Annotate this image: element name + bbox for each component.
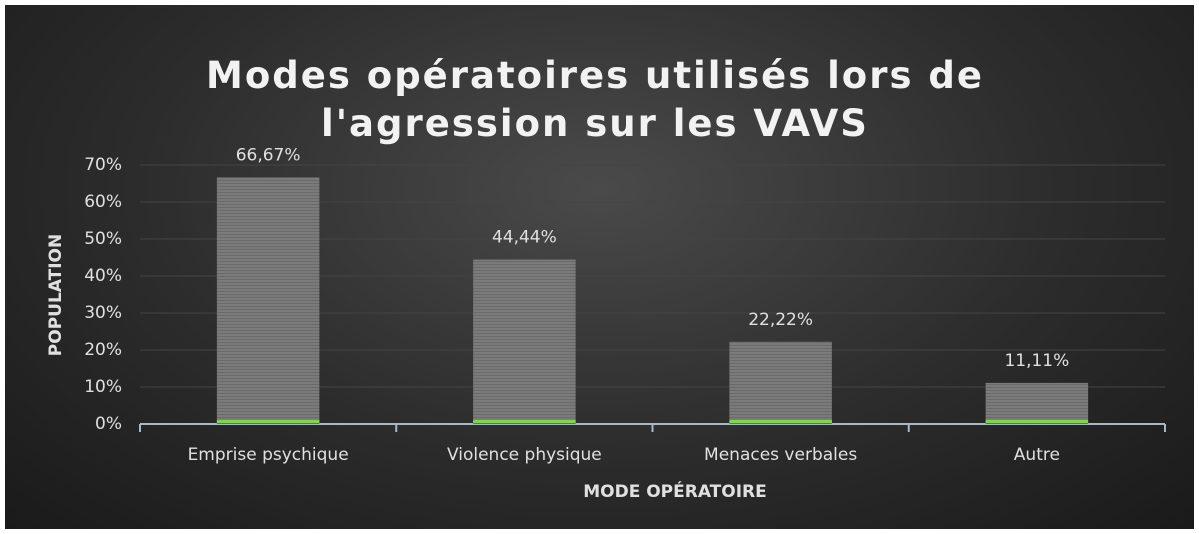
- bar-base: [216, 420, 320, 423]
- bar: [985, 382, 1089, 424]
- x-axis-label: MODE OPÉRATOIRE: [583, 480, 767, 502]
- bar-base: [473, 420, 576, 423]
- y-tick-label: 40%: [84, 266, 122, 286]
- bar-base: [985, 420, 1089, 423]
- y-axis-label: POPULATION: [46, 234, 66, 356]
- y-tick-label: 60%: [84, 192, 122, 212]
- data-label: 66,67%: [236, 145, 301, 165]
- x-tick-label: Emprise psychique: [188, 445, 349, 465]
- y-tick-label: 20%: [84, 340, 122, 360]
- chart-title: Modes opératoires utilisés lors de l'agr…: [206, 54, 984, 145]
- y-tick-label: 70%: [84, 155, 122, 175]
- data-label: 11,11%: [1004, 351, 1069, 371]
- y-tick-label: 50%: [84, 229, 122, 249]
- data-label: 22,22%: [748, 310, 813, 330]
- x-tick-label: Autre: [1014, 445, 1060, 465]
- y-tick-label: 30%: [84, 303, 122, 323]
- bar: [216, 177, 320, 424]
- bar: [473, 259, 576, 424]
- chart-background: [5, 5, 1194, 529]
- bar: [729, 341, 832, 424]
- y-tick-label: 0%: [95, 414, 122, 434]
- x-tick-label: Menaces verbales: [704, 445, 857, 465]
- bar-base: [729, 420, 832, 423]
- x-tick-label: Violence physique: [447, 445, 602, 465]
- data-label: 44,44%: [492, 228, 557, 248]
- y-tick-label: 10%: [84, 377, 122, 397]
